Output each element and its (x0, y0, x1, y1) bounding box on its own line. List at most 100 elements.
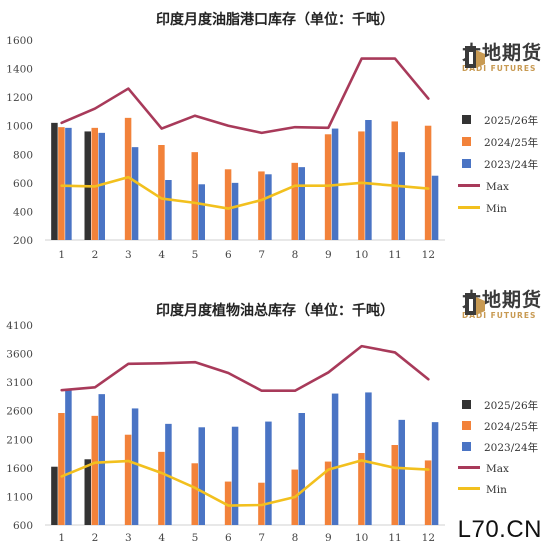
bar-2024/25年 (191, 152, 198, 240)
x-tick-label: 2 (92, 249, 99, 261)
bar-2024/25年 (58, 413, 65, 525)
y-tick-label: 1600 (6, 35, 33, 47)
bar-2024/25年 (124, 434, 132, 525)
bar-2024/25年 (391, 121, 398, 240)
bar-2023/24年 (198, 427, 205, 525)
chart-title: 印度月度油脂港口库存（单位：千吨） (156, 11, 394, 28)
bar-2024/25年 (91, 415, 98, 525)
bar-2023/24年 (398, 419, 405, 525)
bar-2023/24年 (298, 167, 305, 240)
legend-label: Min (486, 484, 507, 496)
bar-2024/25年 (391, 445, 398, 525)
x-tick-label: 1 (58, 532, 65, 544)
x-tick-label: 2 (92, 532, 99, 544)
bar-2023/24年 (265, 421, 272, 525)
legend-label: 2024/25年 (484, 420, 538, 433)
legend-swatch (462, 400, 471, 409)
y-tick-label: 2100 (6, 434, 33, 446)
x-tick-label: 8 (292, 249, 299, 261)
bar-2024/25年 (424, 125, 432, 240)
chart-port-stock: 印度月度油脂港口库存（单位：千吨） 200 400 600 800 1000 1200 140… (6, 11, 538, 261)
bar-2023/24年 (431, 422, 439, 525)
logo: 大地期货 DADI FUTURES (462, 291, 542, 320)
dadi-logo-icon (464, 46, 485, 68)
x-tick-label: 11 (388, 532, 401, 544)
x-tick-label: 9 (325, 532, 332, 544)
x-tick-label: 4 (158, 249, 165, 261)
bar-2023/24年 (65, 127, 72, 240)
bar-2023/24年 (331, 393, 339, 525)
y-tick-label: 1400 (6, 64, 33, 76)
y-tick-label: 600 (13, 520, 33, 532)
line-Min (60, 459, 430, 507)
bar-2024/25年 (224, 169, 232, 240)
y-tick-label: 1100 (6, 491, 33, 503)
x-tick-label: 12 (422, 532, 435, 544)
bar-2023/24年 (365, 120, 372, 240)
x-tick-label: 12 (422, 249, 435, 261)
bar-2025/26年 (51, 122, 58, 240)
x-tick-label: 6 (225, 532, 232, 544)
y-tick-label: 600 (13, 178, 33, 190)
x-tick-label: 9 (325, 249, 332, 261)
legend-label: 2025/26年 (484, 114, 538, 127)
x-tick-label: 1 (58, 249, 65, 261)
legend-swatch (462, 159, 471, 168)
x-tick-label: 8 (292, 532, 299, 544)
x-tick-label: 4 (158, 532, 165, 544)
y-tick-label: 800 (13, 149, 33, 161)
y-tick-label: 200 (13, 235, 33, 247)
y-tick-label: 3600 (6, 349, 33, 361)
bar-2023/24年 (398, 152, 405, 240)
watermark-text: L70.CN (457, 516, 542, 543)
legend-swatch (462, 421, 471, 430)
chart-title: 印度月度植物油总库存（单位：千吨） (156, 302, 394, 319)
y-tick-label: 4100 (6, 320, 33, 332)
bar-2023/24年 (431, 175, 439, 240)
line-Min (60, 175, 430, 210)
bar-2024/25年 (158, 451, 165, 525)
bar-2023/24年 (131, 408, 139, 525)
x-tick-label: 10 (355, 532, 368, 544)
bar-2024/25年 (191, 463, 198, 525)
legend-label: 2024/25年 (484, 136, 538, 149)
bar-2023/24年 (265, 174, 272, 240)
bar-2024/25年 (224, 481, 232, 525)
legend-label: 2023/24年 (484, 441, 538, 454)
y-tick-label: 2600 (6, 406, 33, 418)
bar-2025/26年 (84, 459, 91, 525)
bar-2023/24年 (131, 147, 139, 240)
y-tick-label: 3100 (6, 377, 33, 389)
legend-label: Max (486, 181, 509, 193)
bar-2024/25年 (91, 127, 98, 240)
x-tick-label: 7 (258, 532, 265, 544)
bar-2023/24年 (231, 182, 239, 240)
x-tick-label: 3 (125, 532, 132, 544)
logo-english-text: DADI FUTURES (461, 311, 537, 320)
logo: 大地期货 DADI FUTURES (462, 44, 542, 73)
bar-2024/25年 (124, 117, 132, 240)
x-tick-label: 7 (258, 249, 265, 261)
bar-2024/25年 (158, 145, 165, 240)
bar-2023/24年 (165, 423, 172, 525)
bar-2024/25年 (291, 162, 298, 240)
chart-panel-total-stock: 印度月度植物油总库存（单位：千吨） 600 1100 1600 2100 2600 3100… (0, 285, 550, 550)
bar-2023/24年 (98, 132, 105, 240)
legend-label: Max (486, 463, 509, 475)
y-tick-label: 1600 (6, 463, 33, 475)
bar-2024/25年 (58, 127, 65, 240)
bar-2023/24年 (365, 392, 372, 525)
bar-2023/24年 (65, 390, 72, 525)
y-tick-label: 400 (13, 206, 33, 218)
x-tick-label: 5 (192, 532, 199, 544)
x-tick-label: 3 (125, 249, 132, 261)
bar-2023/24年 (165, 180, 172, 240)
legend-label: 2025/26年 (484, 399, 538, 412)
x-tick-label: 6 (225, 249, 232, 261)
y-tick-label: 1200 (6, 92, 33, 104)
legend-swatch (462, 442, 471, 451)
y-tick-label: 1000 (6, 121, 33, 133)
bar-2023/24年 (231, 426, 239, 525)
bar-2024/25年 (258, 171, 265, 240)
legend-swatch (462, 137, 471, 146)
